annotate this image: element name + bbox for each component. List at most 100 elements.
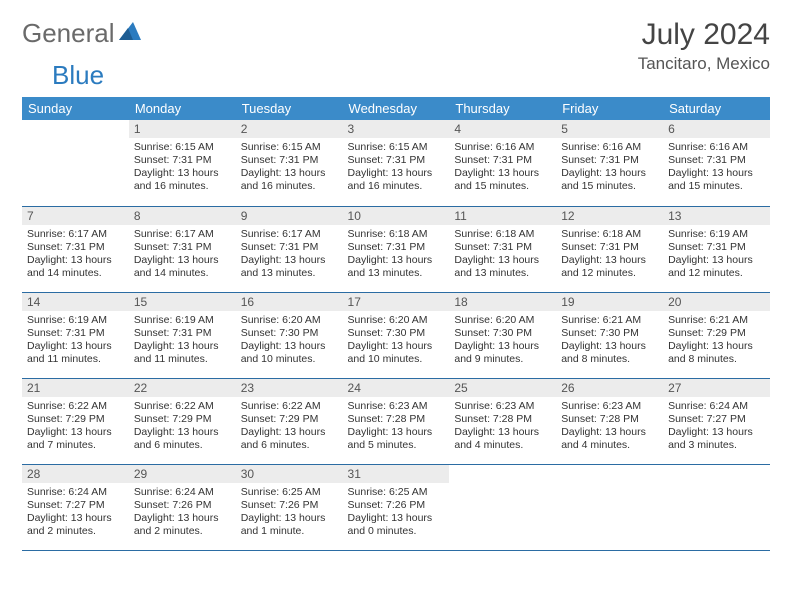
day-number: 17: [343, 293, 450, 311]
day-number: 21: [22, 379, 129, 397]
day-number: 27: [663, 379, 770, 397]
day-number: 29: [129, 465, 236, 483]
day-number: 15: [129, 293, 236, 311]
calendar-cell: 3Sunrise: 6:15 AMSunset: 7:31 PMDaylight…: [343, 120, 450, 206]
day-number: 31: [343, 465, 450, 483]
calendar-cell: 29Sunrise: 6:24 AMSunset: 7:26 PMDayligh…: [129, 464, 236, 550]
day-number: 2: [236, 120, 343, 138]
calendar-row: 21Sunrise: 6:22 AMSunset: 7:29 PMDayligh…: [22, 378, 770, 464]
day-number: 7: [22, 207, 129, 225]
day-content: Sunrise: 6:17 AMSunset: 7:31 PMDaylight:…: [236, 225, 343, 285]
calendar-cell: 25Sunrise: 6:23 AMSunset: 7:28 PMDayligh…: [449, 378, 556, 464]
calendar-cell: 22Sunrise: 6:22 AMSunset: 7:29 PMDayligh…: [129, 378, 236, 464]
calendar-cell: 12Sunrise: 6:18 AMSunset: 7:31 PMDayligh…: [556, 206, 663, 292]
calendar-cell: 30Sunrise: 6:25 AMSunset: 7:26 PMDayligh…: [236, 464, 343, 550]
day-number: 10: [343, 207, 450, 225]
day-content: Sunrise: 6:22 AMSunset: 7:29 PMDaylight:…: [129, 397, 236, 457]
calendar-cell: 17Sunrise: 6:20 AMSunset: 7:30 PMDayligh…: [343, 292, 450, 378]
calendar-cell: [449, 464, 556, 550]
calendar-cell: 23Sunrise: 6:22 AMSunset: 7:29 PMDayligh…: [236, 378, 343, 464]
weekday-header-row: SundayMondayTuesdayWednesdayThursdayFrid…: [22, 97, 770, 120]
weekday-header: Saturday: [663, 97, 770, 120]
day-number: 19: [556, 293, 663, 311]
calendar-cell: 7Sunrise: 6:17 AMSunset: 7:31 PMDaylight…: [22, 206, 129, 292]
logo: General: [22, 18, 143, 49]
calendar-cell: 18Sunrise: 6:20 AMSunset: 7:30 PMDayligh…: [449, 292, 556, 378]
calendar-cell: 21Sunrise: 6:22 AMSunset: 7:29 PMDayligh…: [22, 378, 129, 464]
calendar-cell: [556, 464, 663, 550]
calendar-row: 1Sunrise: 6:15 AMSunset: 7:31 PMDaylight…: [22, 120, 770, 206]
calendar-cell: [22, 120, 129, 206]
weekday-header: Sunday: [22, 97, 129, 120]
day-number: 30: [236, 465, 343, 483]
day-number: 1: [129, 120, 236, 138]
weekday-header: Thursday: [449, 97, 556, 120]
day-content: Sunrise: 6:24 AMSunset: 7:27 PMDaylight:…: [22, 483, 129, 543]
calendar-row: 7Sunrise: 6:17 AMSunset: 7:31 PMDaylight…: [22, 206, 770, 292]
day-number: 4: [449, 120, 556, 138]
day-number: 5: [556, 120, 663, 138]
day-content: Sunrise: 6:23 AMSunset: 7:28 PMDaylight:…: [343, 397, 450, 457]
day-number: 16: [236, 293, 343, 311]
day-number: 12: [556, 207, 663, 225]
day-number: 25: [449, 379, 556, 397]
day-content: Sunrise: 6:19 AMSunset: 7:31 PMDaylight:…: [22, 311, 129, 371]
day-content: Sunrise: 6:18 AMSunset: 7:31 PMDaylight:…: [449, 225, 556, 285]
day-content: Sunrise: 6:23 AMSunset: 7:28 PMDaylight:…: [449, 397, 556, 457]
calendar-cell: 13Sunrise: 6:19 AMSunset: 7:31 PMDayligh…: [663, 206, 770, 292]
calendar-cell: 27Sunrise: 6:24 AMSunset: 7:27 PMDayligh…: [663, 378, 770, 464]
calendar-cell: 24Sunrise: 6:23 AMSunset: 7:28 PMDayligh…: [343, 378, 450, 464]
day-number: 3: [343, 120, 450, 138]
day-number: 20: [663, 293, 770, 311]
day-number: 23: [236, 379, 343, 397]
calendar-row: 14Sunrise: 6:19 AMSunset: 7:31 PMDayligh…: [22, 292, 770, 378]
day-content: Sunrise: 6:15 AMSunset: 7:31 PMDaylight:…: [343, 138, 450, 198]
calendar-cell: 8Sunrise: 6:17 AMSunset: 7:31 PMDaylight…: [129, 206, 236, 292]
day-number: 6: [663, 120, 770, 138]
day-content: Sunrise: 6:17 AMSunset: 7:31 PMDaylight:…: [129, 225, 236, 285]
calendar-cell: 15Sunrise: 6:19 AMSunset: 7:31 PMDayligh…: [129, 292, 236, 378]
logo-triangle-icon: [119, 22, 141, 45]
calendar-cell: 1Sunrise: 6:15 AMSunset: 7:31 PMDaylight…: [129, 120, 236, 206]
month-title: July 2024: [638, 18, 770, 52]
calendar-cell: 14Sunrise: 6:19 AMSunset: 7:31 PMDayligh…: [22, 292, 129, 378]
calendar-cell: 2Sunrise: 6:15 AMSunset: 7:31 PMDaylight…: [236, 120, 343, 206]
day-content: Sunrise: 6:16 AMSunset: 7:31 PMDaylight:…: [663, 138, 770, 198]
calendar-cell: [663, 464, 770, 550]
calendar-cell: 28Sunrise: 6:24 AMSunset: 7:27 PMDayligh…: [22, 464, 129, 550]
day-content: Sunrise: 6:22 AMSunset: 7:29 PMDaylight:…: [22, 397, 129, 457]
day-content: Sunrise: 6:20 AMSunset: 7:30 PMDaylight:…: [236, 311, 343, 371]
calendar-cell: 4Sunrise: 6:16 AMSunset: 7:31 PMDaylight…: [449, 120, 556, 206]
logo-text-blue: Blue: [52, 60, 104, 90]
logo-text-general: General: [22, 18, 115, 49]
day-number: 14: [22, 293, 129, 311]
day-content: Sunrise: 6:19 AMSunset: 7:31 PMDaylight:…: [663, 225, 770, 285]
calendar-cell: 11Sunrise: 6:18 AMSunset: 7:31 PMDayligh…: [449, 206, 556, 292]
day-content: Sunrise: 6:18 AMSunset: 7:31 PMDaylight:…: [556, 225, 663, 285]
calendar-row: 28Sunrise: 6:24 AMSunset: 7:27 PMDayligh…: [22, 464, 770, 550]
day-content: Sunrise: 6:25 AMSunset: 7:26 PMDaylight:…: [343, 483, 450, 543]
day-number: 8: [129, 207, 236, 225]
day-number: 26: [556, 379, 663, 397]
weekday-header: Monday: [129, 97, 236, 120]
weekday-header: Friday: [556, 97, 663, 120]
day-content: Sunrise: 6:15 AMSunset: 7:31 PMDaylight:…: [236, 138, 343, 198]
day-number: 24: [343, 379, 450, 397]
calendar-cell: 20Sunrise: 6:21 AMSunset: 7:29 PMDayligh…: [663, 292, 770, 378]
calendar-table: SundayMondayTuesdayWednesdayThursdayFrid…: [22, 97, 770, 551]
day-content: Sunrise: 6:19 AMSunset: 7:31 PMDaylight:…: [129, 311, 236, 371]
day-content: Sunrise: 6:20 AMSunset: 7:30 PMDaylight:…: [343, 311, 450, 371]
calendar-cell: 26Sunrise: 6:23 AMSunset: 7:28 PMDayligh…: [556, 378, 663, 464]
day-content: Sunrise: 6:24 AMSunset: 7:27 PMDaylight:…: [663, 397, 770, 457]
day-content: Sunrise: 6:20 AMSunset: 7:30 PMDaylight:…: [449, 311, 556, 371]
day-number: 18: [449, 293, 556, 311]
day-content: Sunrise: 6:24 AMSunset: 7:26 PMDaylight:…: [129, 483, 236, 543]
day-content: Sunrise: 6:15 AMSunset: 7:31 PMDaylight:…: [129, 138, 236, 198]
day-content: Sunrise: 6:25 AMSunset: 7:26 PMDaylight:…: [236, 483, 343, 543]
calendar-cell: 10Sunrise: 6:18 AMSunset: 7:31 PMDayligh…: [343, 206, 450, 292]
day-number: 11: [449, 207, 556, 225]
calendar-cell: 9Sunrise: 6:17 AMSunset: 7:31 PMDaylight…: [236, 206, 343, 292]
day-content: Sunrise: 6:21 AMSunset: 7:30 PMDaylight:…: [556, 311, 663, 371]
day-number: 13: [663, 207, 770, 225]
day-content: Sunrise: 6:23 AMSunset: 7:28 PMDaylight:…: [556, 397, 663, 457]
